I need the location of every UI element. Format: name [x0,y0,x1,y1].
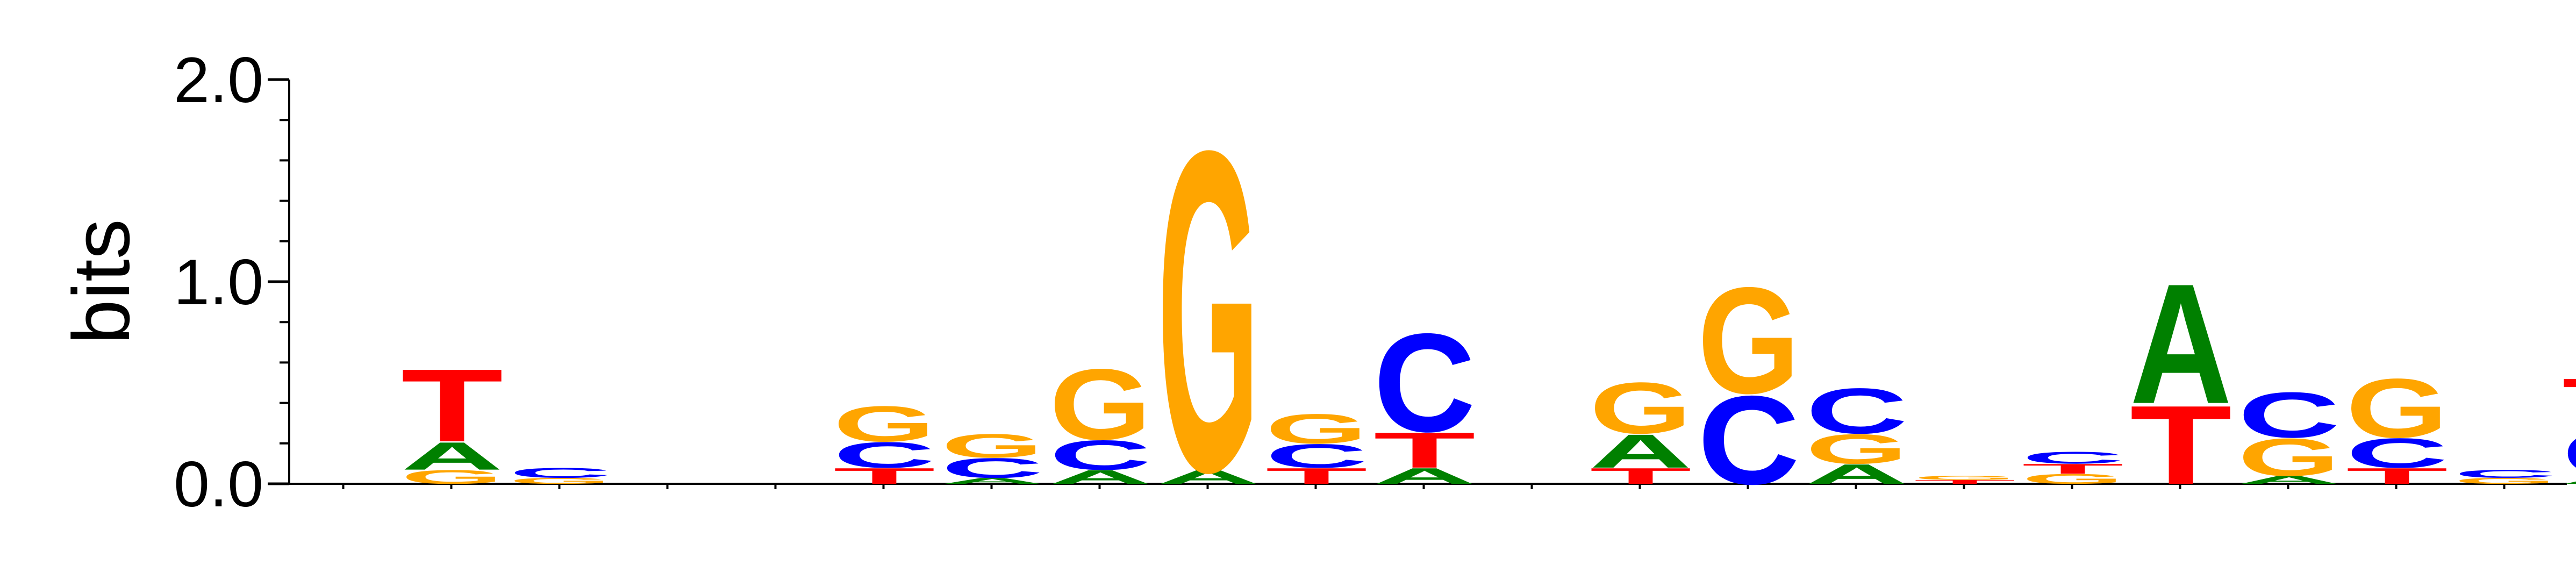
logo-column-18: TA [2130,248,2232,508]
logo-column-3: GC [509,465,611,485]
logo-letter-G: G [1265,405,1368,452]
logo-column-7: ACG [941,427,1043,486]
logo-letter-C: C [1806,375,1908,447]
logo-column-13: TAG [1590,367,1692,489]
y-tick-label: 1.0 [174,246,263,318]
logo-letter-G: G [1698,255,1800,425]
logo-letter-G: G [1049,348,1151,461]
logo-letter-G: G [833,396,935,452]
logo-letter-T: T [401,347,503,463]
logo-letter-A: A [2130,248,2232,439]
logo-column-21: GC [2454,468,2556,486]
logo-column-8: ACG [1049,348,1151,488]
logo-letter-C: C [2238,379,2340,451]
logo-column-14: CG [1698,255,1800,511]
y-axis: 0.0 1.0 2.0 [174,44,289,520]
y-tick-label: 0.0 [174,448,263,520]
logo-column-16: TG [1914,475,2016,485]
y-tick-label: 2.0 [174,44,263,116]
logo-column-22: ACT [2562,363,2576,490]
logo-column-17: GTC [2022,448,2124,487]
logo-column-20: TCG [2346,361,2448,489]
logo-column-6: TCG [833,396,935,489]
logo-letter-T: T [2562,363,2576,445]
logo-column-9: AG [1157,55,1260,567]
logo-letter-G: G [1914,475,2016,481]
logo-letter-G: G [1590,367,1692,449]
logo-letter-C: C [509,465,611,481]
logo-column-19: AGC [2238,379,2340,487]
logo-letter-G: G [941,427,1043,465]
logo-column-11: ATC [1373,304,1476,489]
logo-letter-G: G [1157,55,1260,567]
logo-letter-G: G [2346,361,2448,455]
logo-column-2: GAT [401,347,503,488]
logo-letter-C: C [1373,304,1476,461]
logo-column-10: TCG [1265,405,1368,489]
logo-column-15: AGC [1806,375,1908,490]
logo-letter-C: C [2454,468,2556,480]
logo-letter-C: C [2022,448,2124,467]
y-axis-title: bits [56,219,146,344]
